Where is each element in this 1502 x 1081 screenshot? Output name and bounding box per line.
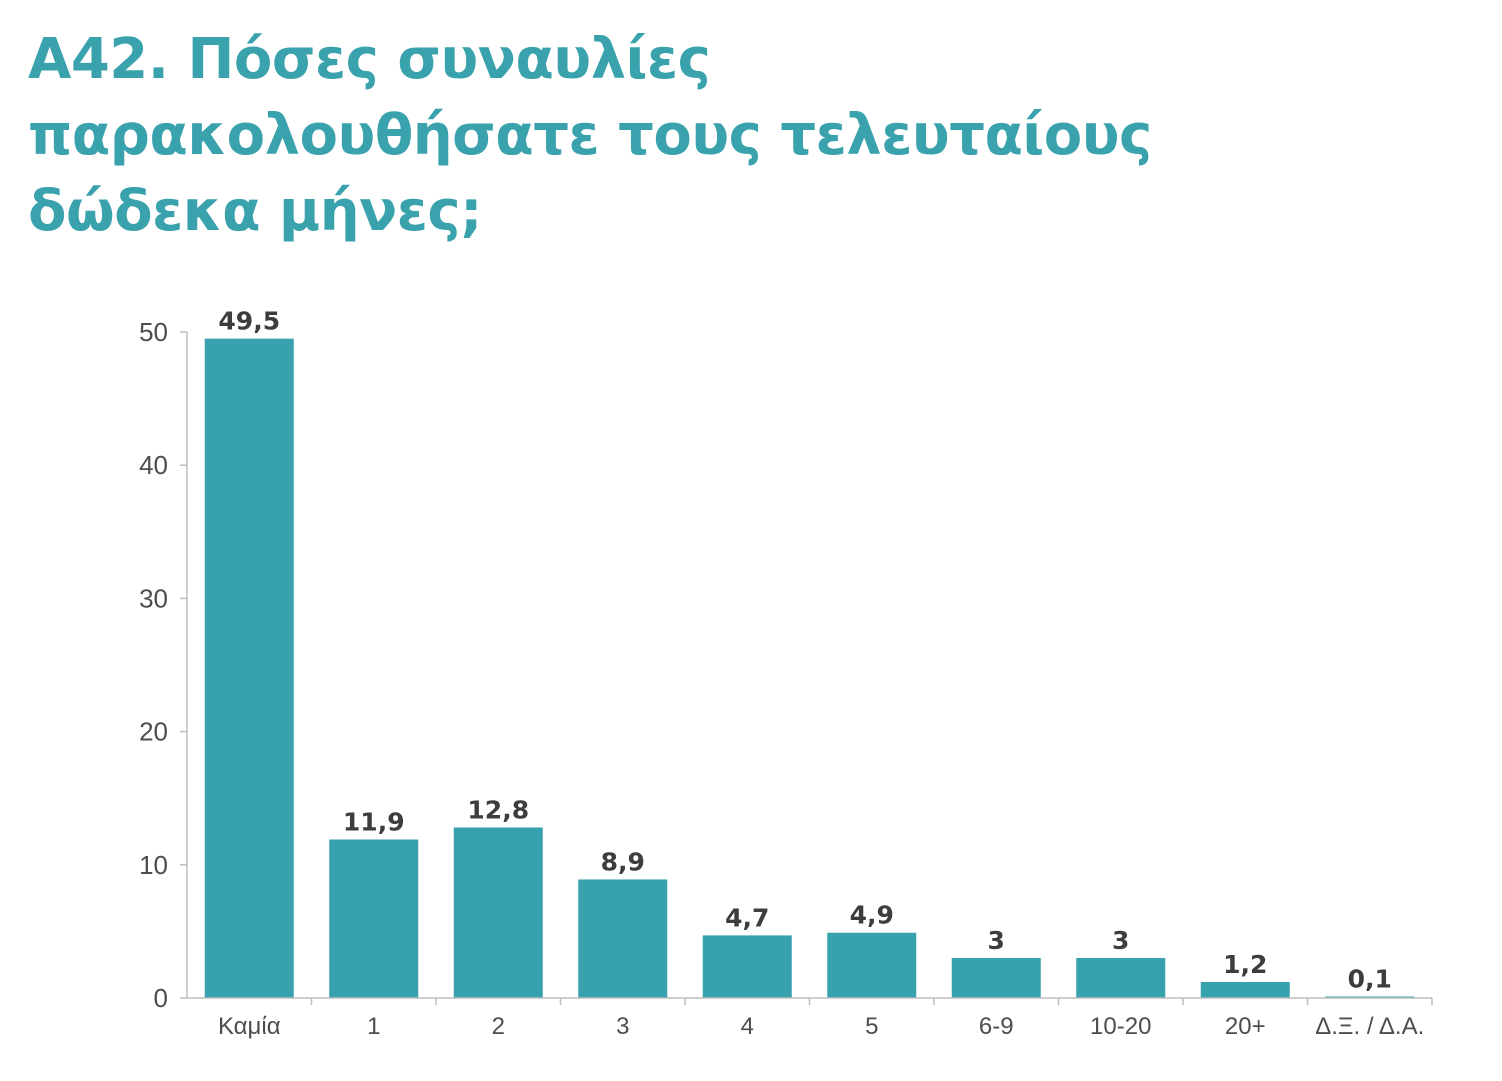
bar-value-label: 12,8 bbox=[467, 796, 529, 825]
x-category-label: 10-20 bbox=[1090, 1013, 1151, 1040]
x-category-label: 6-9 bbox=[979, 1013, 1014, 1040]
y-tick-label: 0 bbox=[154, 983, 168, 1013]
chart-title-line-1: Α42. Πόσες συναυλίες bbox=[28, 27, 711, 92]
bar bbox=[951, 958, 1041, 998]
bar bbox=[1200, 982, 1290, 998]
y-tick-label: 10 bbox=[139, 850, 168, 880]
bar bbox=[453, 827, 543, 998]
x-category-label: 5 bbox=[865, 1013, 878, 1040]
y-tick-label: 50 bbox=[139, 317, 168, 347]
bar-value-label: 4,9 bbox=[850, 901, 894, 930]
chart-title: Α42. Πόσες συναυλίες παρακολουθήσατε του… bbox=[28, 22, 1228, 250]
bars bbox=[204, 338, 1415, 998]
y-tick-label: 30 bbox=[139, 583, 168, 613]
x-category-label: Καμία bbox=[218, 1013, 281, 1040]
x-category-label: 4 bbox=[741, 1013, 754, 1040]
chart-title-line-2: παρακολουθήσατε τους τελευταίους bbox=[28, 103, 1152, 168]
chart-title-line-3: δώδεκα μήνες; bbox=[28, 179, 483, 244]
bar-value-label: 1,2 bbox=[1223, 950, 1267, 979]
bar-value-label: 11,9 bbox=[343, 807, 405, 836]
bar bbox=[329, 839, 419, 998]
y-tick-label: 40 bbox=[139, 450, 168, 480]
y-axis: 0 10 20 30 40 50 bbox=[139, 317, 188, 1013]
bar-value-label: 3 bbox=[1112, 926, 1129, 955]
bar-value-label: 8,9 bbox=[601, 847, 645, 876]
x-axis: Καμία 1 2 3 4 5 6-9 10-20 20+ Δ.Ξ. / Δ.Α. bbox=[187, 997, 1433, 1040]
y-tick-label: 20 bbox=[139, 717, 168, 747]
x-category-label: Δ.Ξ. / Δ.Α. bbox=[1315, 1013, 1424, 1040]
bar-value-label: 3 bbox=[988, 926, 1005, 955]
x-category-label: 1 bbox=[367, 1013, 380, 1040]
bar bbox=[1076, 958, 1166, 998]
bar bbox=[827, 932, 917, 998]
bar bbox=[578, 879, 668, 998]
value-labels: 49,5 11,9 12,8 8,9 4,7 4,9 3 3 1,2 0,1 bbox=[218, 307, 1391, 994]
x-category-label: 20+ bbox=[1225, 1013, 1266, 1040]
bar-value-label: 49,5 bbox=[218, 307, 280, 336]
bar-value-label: 0,1 bbox=[1348, 965, 1392, 994]
x-category-label: 2 bbox=[492, 1013, 505, 1040]
x-category-label: 3 bbox=[616, 1013, 629, 1040]
bar-value-label: 4,7 bbox=[725, 903, 769, 932]
bar bbox=[702, 935, 792, 998]
bar bbox=[204, 338, 294, 998]
